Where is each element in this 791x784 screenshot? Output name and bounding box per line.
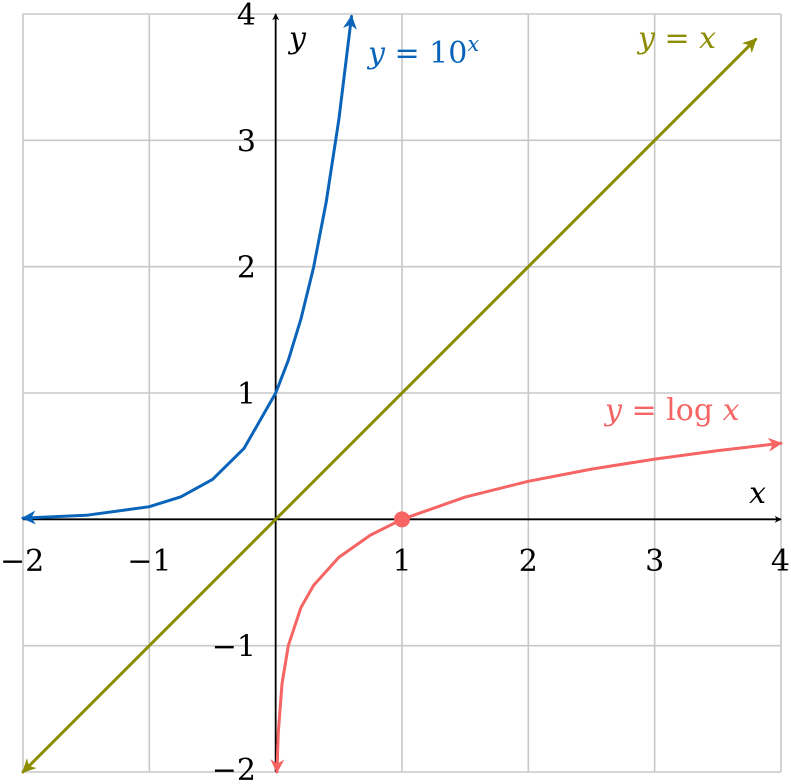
label-logarithm-arg: x xyxy=(723,393,740,428)
y-tick-label: 3 xyxy=(237,124,256,159)
label-logarithm: y = log x xyxy=(603,393,740,428)
x-tick-label: −2 xyxy=(0,544,44,579)
points xyxy=(394,511,410,528)
x-tick-label: 2 xyxy=(519,544,538,579)
curve-identity xyxy=(21,37,758,774)
label-exponential: y = 10x xyxy=(366,32,479,71)
label-exponential-exponent: x xyxy=(467,32,479,56)
x-tick-label: 3 xyxy=(645,544,664,579)
y-tick-label: 1 xyxy=(237,377,256,412)
x-axis-title: x xyxy=(749,476,766,511)
label-exponential-lhs: y xyxy=(366,36,386,71)
label-exponential-eq: = xyxy=(385,36,429,71)
y-axis-title: y xyxy=(287,21,307,56)
label-identity-rhs: x xyxy=(699,21,716,56)
x-tick-label: −1 xyxy=(127,544,171,579)
x-tick-label: 1 xyxy=(392,544,411,579)
label-logarithm-fn: log xyxy=(666,393,722,428)
y-tick-label: −1 xyxy=(212,630,256,665)
y-tick-label: 2 xyxy=(237,251,256,286)
y-tick-label: −2 xyxy=(212,753,256,784)
label-exponential-base: 10 xyxy=(429,36,467,71)
label-identity: y = x xyxy=(636,21,716,56)
curves xyxy=(21,14,783,774)
label-logarithm-lhs: y xyxy=(603,393,623,428)
x-tick-label: 4 xyxy=(771,544,790,579)
point-marker xyxy=(394,511,410,528)
curve-logarithm xyxy=(270,437,783,774)
label-logarithm-eq: = xyxy=(622,393,666,428)
y-tick-label: 4 xyxy=(237,0,256,33)
label-identity-lhs: y xyxy=(636,21,656,56)
label-identity-eq: = xyxy=(655,21,699,56)
